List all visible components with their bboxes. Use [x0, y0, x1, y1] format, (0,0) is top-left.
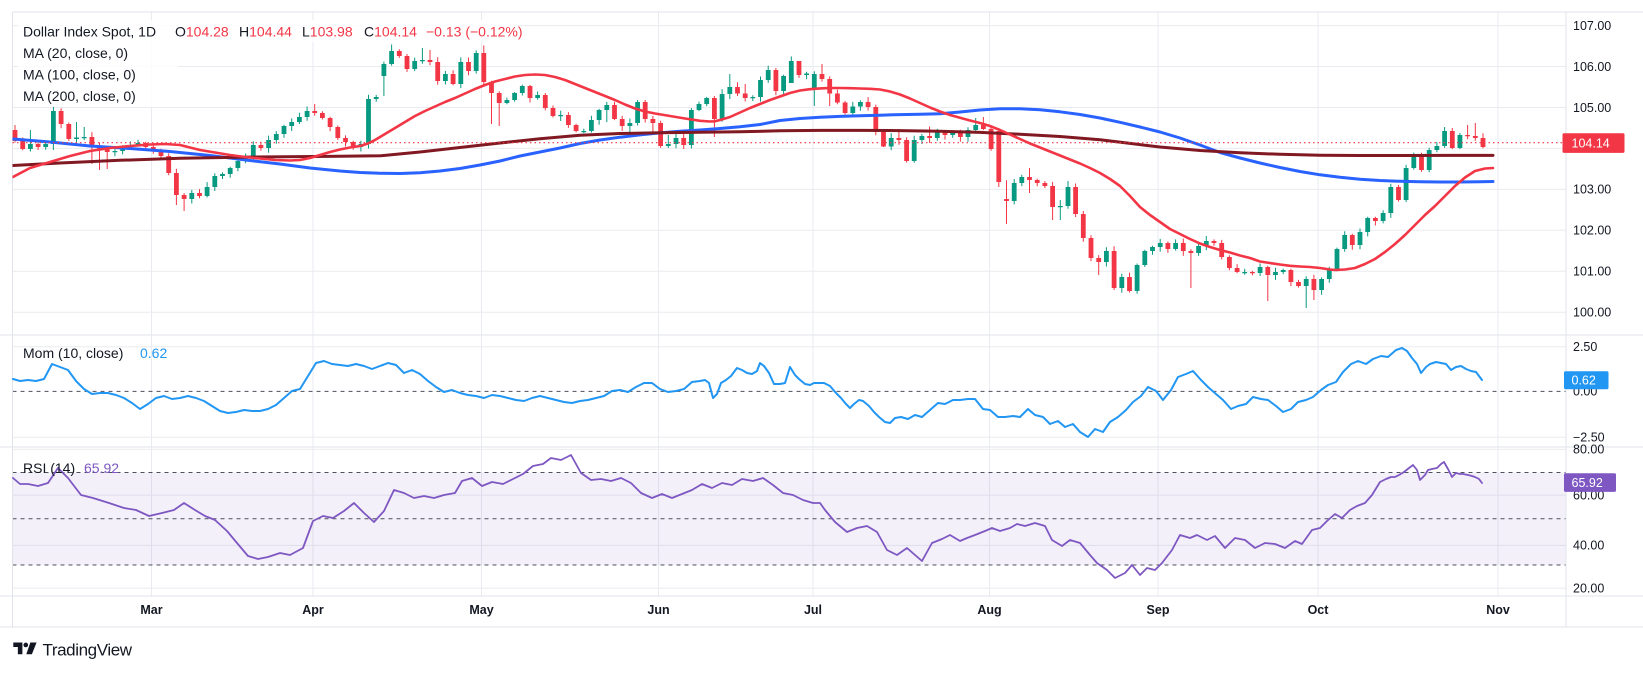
svg-text:Sep: Sep: [1147, 603, 1170, 617]
svg-text:Oct: Oct: [1308, 603, 1330, 617]
svg-text:103.00: 103.00: [1573, 183, 1611, 197]
svg-text:104.14: 104.14: [1572, 136, 1610, 150]
svg-text:101.00: 101.00: [1573, 265, 1611, 279]
svg-text:Mom (10, close) 0.62: Mom (10, close) 0.62: [23, 345, 167, 361]
svg-text:RSI (14) 65.92: RSI (14) 65.92: [23, 460, 119, 476]
svg-text:100.00: 100.00: [1573, 306, 1611, 320]
svg-text:Nov: Nov: [1486, 603, 1510, 617]
svg-text:107.00: 107.00: [1573, 19, 1611, 33]
svg-text:40.00: 40.00: [1573, 539, 1604, 553]
svg-text:−2.50: −2.50: [1573, 431, 1605, 445]
svg-text:105.00: 105.00: [1573, 101, 1611, 115]
svg-text:Aug: Aug: [977, 603, 1001, 617]
svg-text:MA (100, close, 0): MA (100, close, 0): [23, 67, 136, 83]
svg-text:20.00: 20.00: [1573, 581, 1604, 595]
svg-text:102.00: 102.00: [1573, 224, 1611, 238]
svg-text:May: May: [469, 603, 493, 617]
svg-text:Apr: Apr: [302, 603, 324, 617]
svg-text:Jul: Jul: [804, 603, 822, 617]
svg-text:TradingView: TradingView: [43, 641, 133, 660]
svg-text:80.00: 80.00: [1573, 443, 1604, 457]
svg-text:Jun: Jun: [647, 603, 669, 617]
svg-text:2.50: 2.50: [1573, 340, 1597, 354]
svg-text:MA (200, close, 0): MA (200, close, 0): [23, 88, 136, 104]
svg-text:Mar: Mar: [140, 603, 162, 617]
svg-text:65.92: 65.92: [1572, 476, 1603, 490]
svg-text:106.00: 106.00: [1573, 60, 1611, 74]
svg-text:0.62: 0.62: [1572, 373, 1596, 387]
svg-text:MA (20, close, 0): MA (20, close, 0): [23, 45, 128, 61]
